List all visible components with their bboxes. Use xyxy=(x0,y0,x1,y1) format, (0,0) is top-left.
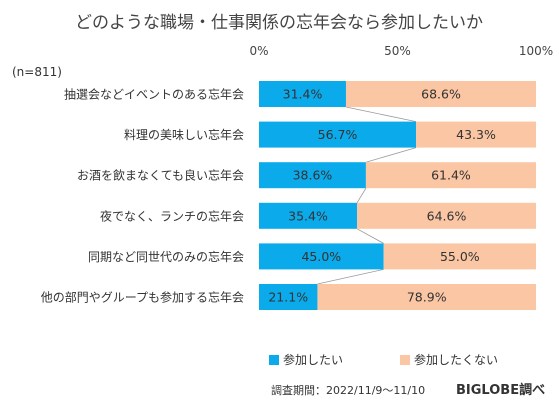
legend-label: 参加したい xyxy=(283,352,343,367)
bar-segment-not-want xyxy=(383,243,536,270)
x-tick-label: 100% xyxy=(519,44,553,58)
category-label: 他の部門やグループも参加する忘年会 xyxy=(41,290,244,305)
data-label-not-want: 64.6% xyxy=(427,208,467,223)
legend-swatch xyxy=(269,355,279,365)
data-label-want: 38.6% xyxy=(293,168,333,183)
category-label: 料理の美味しい忘年会 xyxy=(124,127,244,142)
x-axis-ticks: 0% 50% 100% xyxy=(249,44,553,58)
series-connector-lines xyxy=(317,106,417,285)
bar-segment-want xyxy=(259,284,318,310)
data-label-not-want: 55.0% xyxy=(440,249,480,264)
legend-swatch xyxy=(400,355,410,365)
survey-period: 調査期間：2022/11/9～11/10 xyxy=(271,383,425,397)
data-label-not-want: 61.4% xyxy=(431,168,471,183)
bar-segment-want xyxy=(259,81,346,107)
bar-segment-not-want xyxy=(357,202,536,229)
category-label: 同期など同世代のみの忘年会 xyxy=(88,249,244,264)
bar-segment-want xyxy=(259,202,358,229)
legend-label: 参加したくない xyxy=(414,352,498,367)
category-label: 夜でなく、ランチの忘年会 xyxy=(100,208,244,223)
category-label: お酒を飲まなくても良い忘年会 xyxy=(77,168,244,183)
source-label: BIGLOBE調べ xyxy=(456,382,545,398)
legend: 参加したい 参加したくない xyxy=(269,352,498,367)
data-label-want: 21.1% xyxy=(268,290,308,305)
bar-segment-not-want xyxy=(317,284,536,310)
bar-segment-want xyxy=(259,162,366,189)
data-label-not-want: 78.9% xyxy=(407,290,447,305)
bars: 31.4% 68.6% 56.7% 43.3% 38.6% 61.4% 35.4% 64.6%… xyxy=(259,81,536,310)
bar-segment-want xyxy=(259,243,384,270)
data-label-want: 56.7% xyxy=(318,127,358,142)
connector-line xyxy=(345,106,417,122)
category-label: 抽選会などイベントのある忘年会 xyxy=(64,87,244,102)
category-labels: 抽選会などイベントのある忘年会料理の美味しい忘年会お酒を飲まなくても良い忘年会夜… xyxy=(41,87,244,305)
data-label-want: 31.4% xyxy=(283,87,323,102)
chart-title: どのような職場・仕事関係の忘年会なら参加したいか xyxy=(75,13,483,33)
connector-line xyxy=(356,228,384,244)
bar-segment-want xyxy=(259,121,417,148)
x-tick-label: 50% xyxy=(384,44,411,58)
x-tick-label: 0% xyxy=(249,44,268,58)
sample-size-note: (n=811) xyxy=(12,65,62,79)
data-label-want: 35.4% xyxy=(288,208,328,223)
bar-segment-not-want xyxy=(365,162,536,189)
connector-line xyxy=(356,187,367,204)
data-label-not-want: 68.6% xyxy=(421,87,461,102)
bar-segment-not-want xyxy=(416,121,536,148)
data-label-not-want: 43.3% xyxy=(456,127,496,142)
connector-line xyxy=(317,269,384,285)
bar-segment-not-want xyxy=(345,81,536,107)
data-label-want: 45.0% xyxy=(301,249,341,264)
connector-line xyxy=(365,147,417,163)
